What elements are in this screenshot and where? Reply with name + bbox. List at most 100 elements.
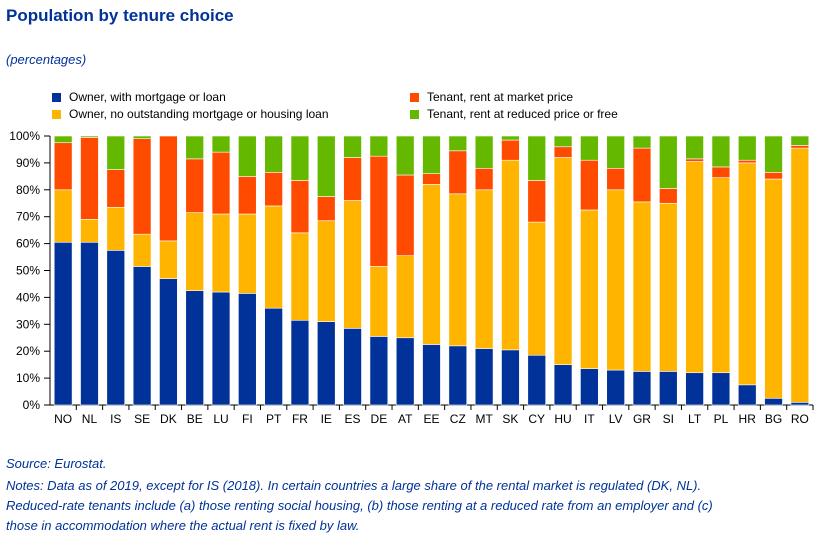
- y-tick-label: 100%: [9, 129, 40, 143]
- x-tick-label: LU: [213, 412, 228, 426]
- x-tick-label: RO: [791, 412, 809, 426]
- y-tick-label: 0%: [23, 398, 41, 412]
- x-tick-label: ES: [345, 412, 361, 426]
- bar-segment-at-s0: [395, 337, 415, 406]
- bar-segment-mt-s0: [474, 348, 494, 406]
- bar-segment-lt-s3: [685, 135, 704, 160]
- bar-segment-ro-s1: [790, 147, 810, 403]
- bar-segment-lu-s1: [211, 213, 231, 293]
- bar-segment-gr-s2: [632, 147, 652, 203]
- x-tick-label: NO: [54, 412, 72, 426]
- bar-segment-nl-s2: [80, 137, 99, 220]
- bar-segment-gr-s1: [632, 201, 652, 372]
- bar-segment-no-s1: [53, 189, 73, 243]
- bar-segment-no-s0: [53, 241, 73, 406]
- x-tick-label: CZ: [450, 412, 466, 426]
- bar-segment-cz-s3: [448, 135, 468, 152]
- notes-line: Notes: Data as of 2019, except for IS (2…: [6, 478, 702, 493]
- legend-label-tenant-market: Tenant, rent at market price: [427, 90, 574, 104]
- x-tick-label: LV: [609, 412, 623, 426]
- bar-segment-pl-s2: [711, 166, 731, 178]
- bar-segment-pt-s0: [264, 307, 283, 406]
- x-tick-label: NL: [82, 412, 98, 426]
- legend-swatch-tenant-market: [410, 92, 419, 102]
- y-tick-label: 30%: [16, 317, 40, 331]
- bar-segment-fr-s2: [290, 180, 310, 234]
- bar-segment-hr-s3: [737, 135, 757, 161]
- bar-segment-at-s1: [395, 255, 415, 339]
- bar-segment-pt-s1: [264, 205, 283, 309]
- bar-segment-ie-s2: [317, 196, 336, 222]
- notes-line: those in accommodation where the actual …: [6, 518, 360, 533]
- bar-segment-bg-s2: [764, 172, 783, 180]
- x-tick-label: LT: [688, 412, 702, 426]
- bar-segment-hu-s2: [553, 146, 573, 158]
- bar-segment-se-s1: [132, 233, 152, 267]
- x-tick-label: SE: [134, 412, 150, 426]
- bar-segment-de-s1: [369, 266, 389, 337]
- x-tick-label: HU: [554, 412, 571, 426]
- bar-segment-si-s3: [659, 135, 678, 189]
- x-tick-label: BG: [765, 412, 782, 426]
- bar-segment-it-s3: [580, 135, 599, 161]
- bar-segment-sk-s2: [501, 139, 520, 161]
- bar-segment-ro-s2: [790, 145, 810, 149]
- bar-segment-fi-s1: [238, 213, 257, 294]
- bar-segment-is-s3: [106, 135, 126, 170]
- legend-item-owner-mortgage: Owner, with mortgage or loan: [52, 90, 226, 104]
- x-tick-label: EE: [423, 412, 439, 426]
- source-note: Source: Eurostat.: [6, 456, 107, 471]
- bar-segment-is-s0: [106, 250, 126, 406]
- bar-segment-mt-s1: [474, 189, 494, 349]
- x-tick-label: DE: [371, 412, 388, 426]
- bar-segment-nl-s3: [80, 135, 99, 138]
- x-tick-label: FI: [242, 412, 253, 426]
- bar-segment-no-s2: [53, 142, 73, 191]
- y-tick-label: 60%: [16, 237, 40, 251]
- bar-segment-cy-s3: [527, 135, 546, 181]
- notes-line: Reduced-rate tenants include (a) those r…: [6, 498, 713, 513]
- bar-segment-sk-s0: [501, 349, 520, 406]
- bar-segment-fi-s0: [238, 293, 257, 406]
- bar-segment-hu-s3: [553, 135, 573, 148]
- y-tick-label: 50%: [16, 264, 40, 278]
- bar-segment-se-s2: [132, 138, 152, 235]
- bar-segment-hu-s0: [553, 364, 573, 406]
- bar-segment-es-s2: [343, 157, 362, 201]
- x-tick-label: DK: [160, 412, 177, 426]
- bar-segment-es-s3: [343, 135, 362, 158]
- bar-segment-be-s3: [185, 135, 204, 160]
- bar-segment-cy-s2: [527, 180, 546, 223]
- bar-segment-ro-s0: [790, 402, 810, 406]
- bar-segment-is-s2: [106, 169, 126, 208]
- bar-segment-lv-s2: [606, 167, 625, 191]
- bar-segment-ie-s0: [317, 321, 336, 406]
- bar-segment-it-s1: [580, 209, 599, 369]
- x-tick-label: SI: [663, 412, 674, 426]
- chart-title: Population by tenure choice: [6, 6, 234, 25]
- bar-segment-gr-s0: [632, 371, 652, 406]
- chart-subtitle: (percentages): [6, 52, 87, 67]
- bar-segment-lt-s2: [685, 158, 704, 162]
- bar-segment-sk-s1: [501, 159, 520, 351]
- x-tick-label: PL: [714, 412, 729, 426]
- bar-segment-hr-s1: [737, 162, 757, 386]
- bar-segment-ee-s3: [422, 135, 441, 174]
- bar-segment-at-s2: [395, 174, 415, 257]
- bar-segment-ee-s2: [422, 173, 441, 185]
- bar-segment-it-s0: [580, 368, 599, 406]
- bar-segment-pl-s0: [711, 372, 731, 406]
- notes-block: Notes: Data as of 2019, except for IS (2…: [6, 476, 806, 536]
- bar-segment-si-s2: [659, 188, 678, 204]
- x-tick-label: AT: [398, 412, 413, 426]
- bar-segment-cz-s0: [448, 345, 468, 406]
- bar-segment-ee-s1: [422, 184, 441, 345]
- legend-label-tenant-reduced: Tenant, rent at reduced price or free: [427, 107, 618, 121]
- bar-segment-si-s0: [659, 371, 678, 406]
- legend-item-tenant-reduced: Tenant, rent at reduced price or free: [410, 107, 618, 121]
- bar-segment-dk-s1: [159, 240, 178, 279]
- bar-segment-hu-s1: [553, 157, 573, 365]
- bar-segment-no-s3: [53, 135, 73, 144]
- legend-swatch-owner-outright: [52, 109, 61, 119]
- bar-segment-fi-s2: [238, 176, 257, 215]
